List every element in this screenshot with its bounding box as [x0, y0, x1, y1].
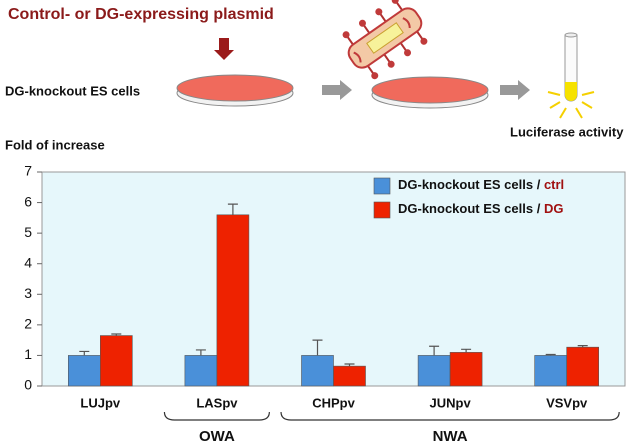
- group-label: NWA: [433, 428, 468, 445]
- plasmid-label: Control- or DG-expressing plasmid: [8, 6, 274, 23]
- error-bar: [344, 363, 355, 367]
- plot-area: [41, 171, 626, 387]
- bar: [216, 214, 250, 387]
- error-bar: [461, 348, 472, 353]
- x-tick-label: JUNpv: [430, 395, 472, 410]
- y-tick-label: 5: [24, 224, 32, 240]
- dish: [371, 76, 489, 109]
- error-bar: [429, 345, 440, 356]
- error-bar: [195, 349, 206, 356]
- legend-label: DG-knockout ES cells / DG: [398, 201, 563, 216]
- bar: [301, 355, 334, 387]
- x-tick-label: CHPpv: [312, 395, 355, 410]
- x-tick-label: LUJpv: [80, 395, 121, 410]
- bar: [68, 355, 101, 387]
- y-tick-label: 4: [24, 254, 32, 270]
- group-label: OWA: [199, 428, 235, 445]
- group-bracket: [280, 411, 620, 421]
- bar: [184, 355, 218, 387]
- dish: [176, 74, 294, 107]
- bar: [100, 335, 133, 387]
- error-bar: [79, 350, 90, 356]
- arrow: [500, 80, 530, 100]
- error-bar: [111, 333, 122, 336]
- cells-label: DG-knockout ES cells: [5, 83, 140, 98]
- legend-label: DG-knockout ES cells / ctrl: [398, 177, 564, 192]
- y-tick-label: 6: [24, 193, 32, 209]
- y-tick-label: 0: [24, 377, 32, 393]
- legend-swatch: [373, 177, 391, 195]
- y-axis-label: Fold of increase: [5, 137, 105, 152]
- arrow: [322, 80, 352, 100]
- bar: [333, 365, 366, 387]
- down-arrow: [214, 38, 234, 60]
- error-bar: [227, 203, 238, 215]
- y-tick-label: 2: [24, 316, 32, 332]
- error-bar: [312, 339, 323, 356]
- error-bar: [545, 353, 556, 356]
- error-bar: [577, 345, 588, 348]
- x-tick-label: LASpv: [196, 395, 238, 410]
- x-tick-label: VSVpv: [546, 395, 588, 410]
- legend-swatch: [373, 201, 391, 219]
- readout-label: Luciferase activity: [510, 124, 624, 139]
- bar: [534, 355, 568, 387]
- tube-icon: [547, 32, 595, 119]
- y-tick-label: 1: [24, 346, 32, 362]
- group-bracket: [163, 411, 270, 421]
- y-tick-label: 3: [24, 285, 32, 301]
- bar: [417, 355, 451, 387]
- bar: [566, 346, 600, 387]
- bar: [449, 352, 483, 387]
- y-tick-label: 7: [24, 163, 32, 179]
- virus-icon: [342, 0, 428, 80]
